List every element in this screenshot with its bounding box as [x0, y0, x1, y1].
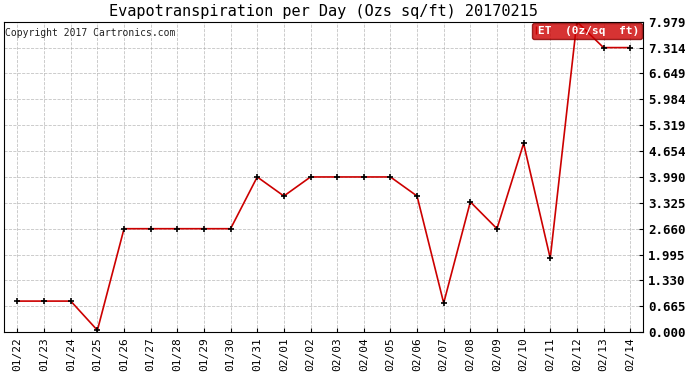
Legend: ET  (0z/sq  ft): ET (0z/sq ft)	[532, 23, 642, 39]
Text: Copyright 2017 Cartronics.com: Copyright 2017 Cartronics.com	[6, 28, 176, 38]
Title: Evapotranspiration per Day (Ozs sq/ft) 20170215: Evapotranspiration per Day (Ozs sq/ft) 2…	[110, 4, 538, 19]
